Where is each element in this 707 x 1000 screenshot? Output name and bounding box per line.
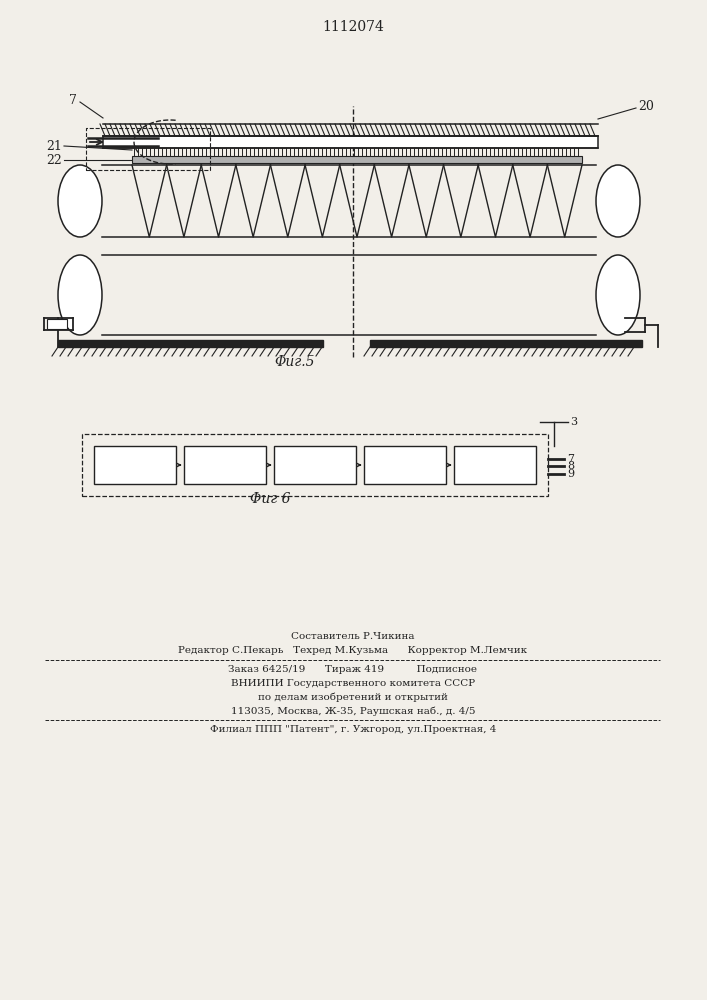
Text: ВНИИПИ Государственного комитета СССР: ВНИИПИ Государственного комитета СССР [231, 679, 475, 688]
Bar [132, 156, 582, 163]
Text: Отвод: Отвод [385, 458, 426, 472]
Bar [58, 340, 323, 347]
Text: 7: 7 [69, 94, 77, 106]
Bar [365, 446, 447, 484]
Text: 8: 8 [568, 461, 575, 471]
Text: Φиг 6: Φиг 6 [250, 492, 291, 506]
Bar [83, 434, 549, 496]
Text: Редактор С.Пекарь   Техред М.Кузьма      Корректор М.Лемчик: Редактор С.Пекарь Техред М.Кузьма Коррек… [178, 646, 527, 655]
Bar [455, 446, 537, 484]
Text: Филиал ППП "Патент", г. Ужгород, ул.Проектная, 4: Филиал ППП "Патент", г. Ужгород, ул.Прое… [210, 725, 496, 734]
Bar [185, 446, 267, 484]
Text: 113035, Москва, Ж-35, Раушская наб., д. 4/5: 113035, Москва, Ж-35, Раушская наб., д. … [230, 706, 475, 716]
Text: 7: 7 [568, 454, 575, 464]
Text: Составитель Р.Чикина: Составитель Р.Чикина [291, 632, 415, 641]
Text: 22: 22 [46, 153, 62, 166]
Text: по делам изобретений и открытий: по делам изобретений и открытий [258, 692, 448, 702]
Text: 21: 21 [46, 139, 62, 152]
Ellipse shape [596, 255, 640, 335]
Text: Φиг.5: Φиг.5 [275, 355, 315, 369]
Text: Сушка: Сушка [295, 458, 336, 472]
Text: Подвод: Подвод [112, 458, 158, 472]
Ellipse shape [58, 255, 102, 335]
Text: 20: 20 [638, 100, 654, 112]
Text: 9: 9 [568, 469, 575, 479]
Text: Резка: Резка [478, 458, 513, 472]
Text: Сушка: Сушка [205, 458, 246, 472]
Text: 3: 3 [571, 417, 578, 427]
Bar [103, 136, 598, 148]
Bar [274, 446, 356, 484]
Text: 1112074: 1112074 [322, 20, 384, 34]
Ellipse shape [58, 165, 102, 237]
Ellipse shape [596, 165, 640, 237]
Bar [370, 340, 642, 347]
Text: Заказ 6425/19      Тираж 419          Подписное: Заказ 6425/19 Тираж 419 Подписное [228, 665, 477, 674]
Bar [47, 319, 67, 329]
Bar [95, 446, 177, 484]
